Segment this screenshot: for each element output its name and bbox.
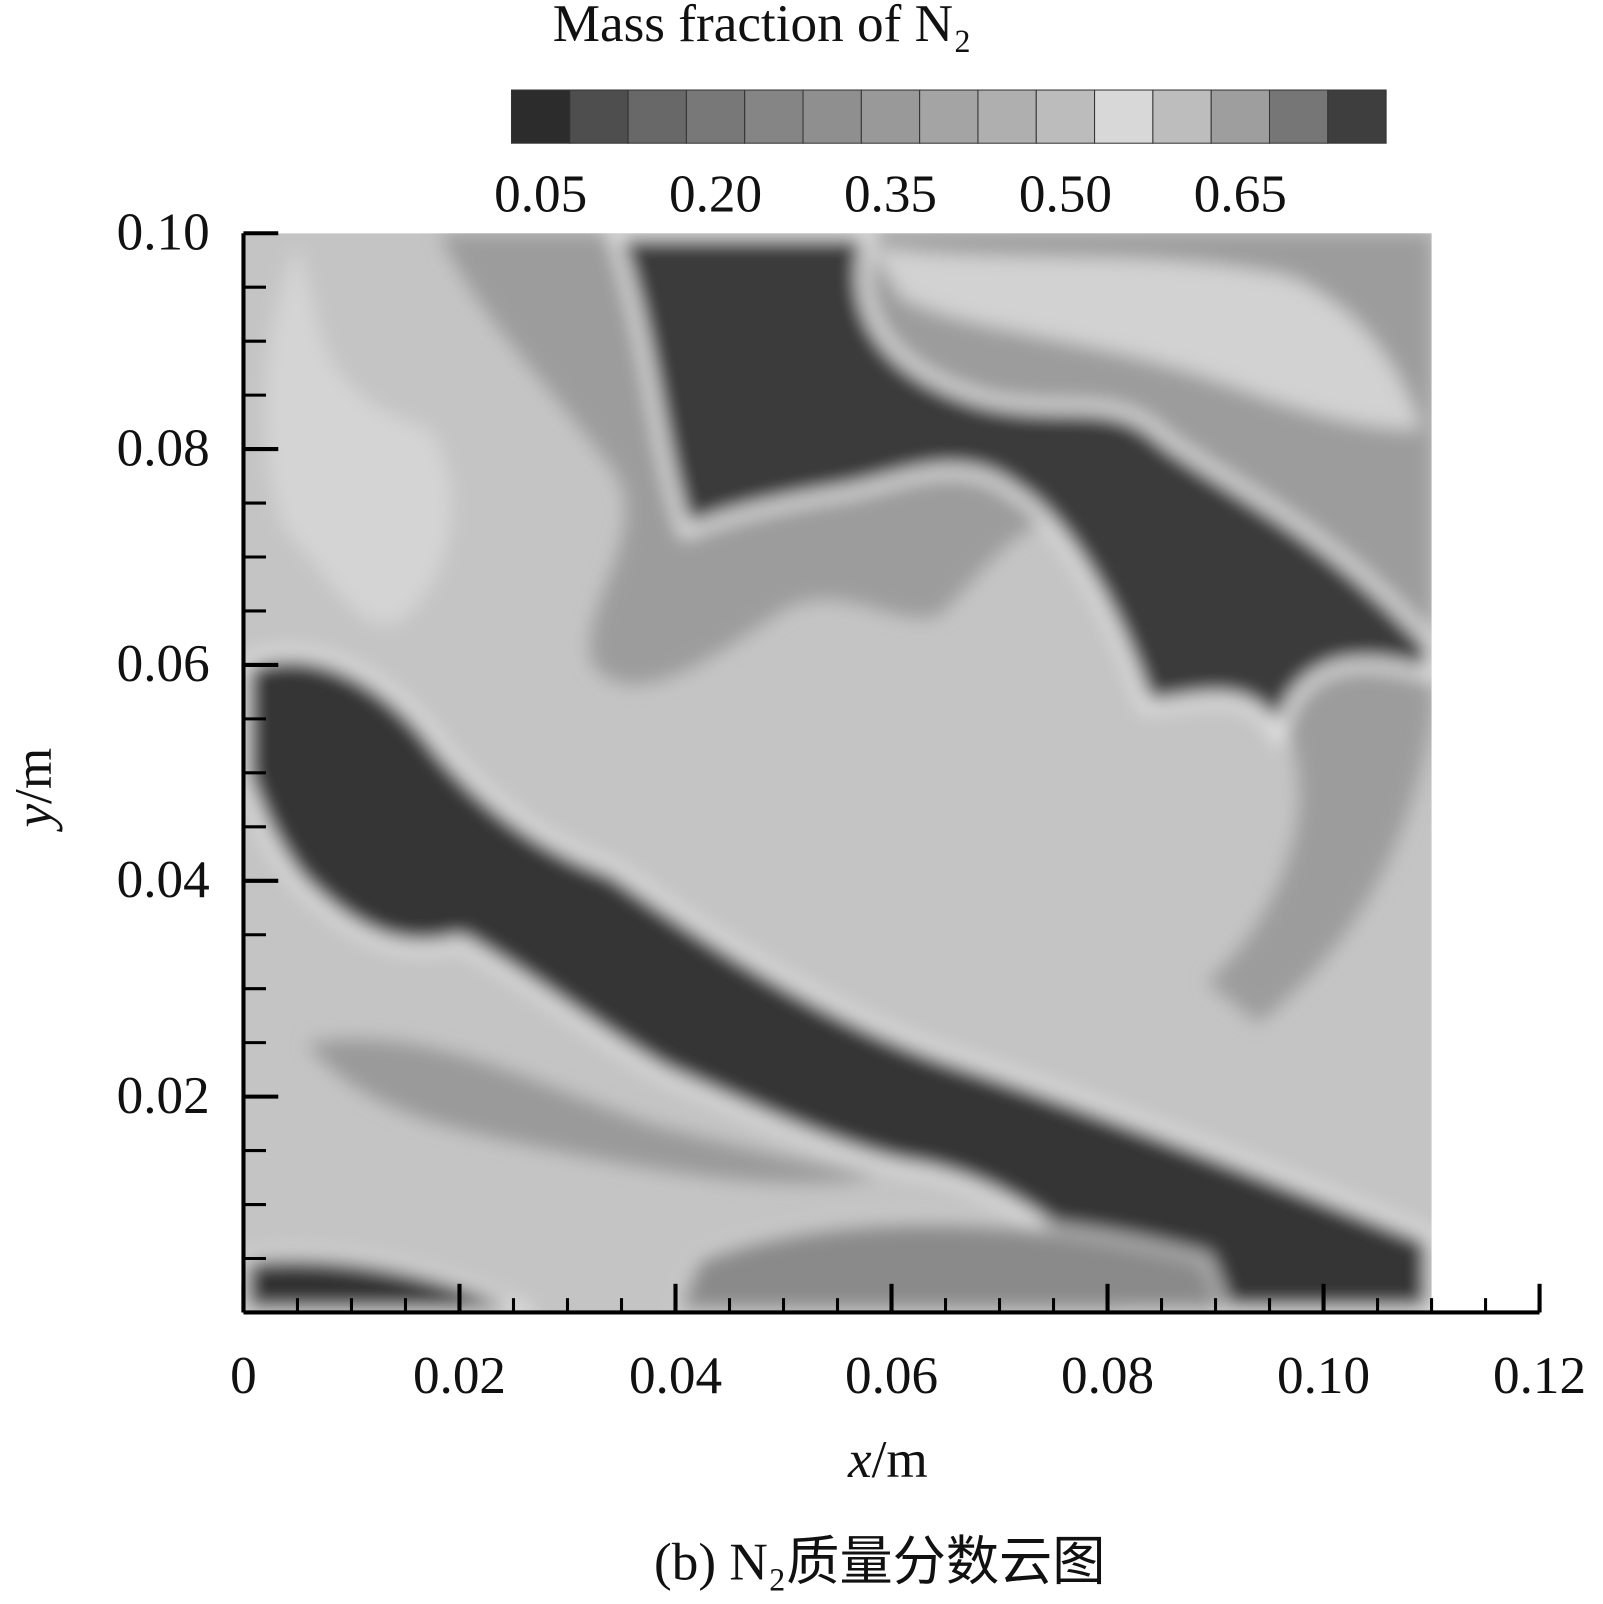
colorbar-band xyxy=(977,89,1037,144)
colorbar-band xyxy=(744,89,804,144)
x-tick-label: 0.10 xyxy=(1277,1346,1370,1405)
x-tick-label: 0.12 xyxy=(1493,1346,1586,1405)
colorbar-band xyxy=(1035,89,1096,144)
light-region xyxy=(869,245,1422,430)
y-axis-label: y/m xyxy=(4,748,63,833)
x-tick-label: 0 xyxy=(230,1346,257,1405)
dark-region xyxy=(608,233,1432,752)
mid-region xyxy=(671,1216,1231,1313)
colorbar-band xyxy=(1094,89,1154,144)
contour-field xyxy=(243,233,1432,1313)
colorbar-tick-label: 0.20 xyxy=(669,165,762,224)
field-shapes xyxy=(243,233,1432,1313)
y-tick-label: 0.08 xyxy=(117,418,210,477)
colorbar-tick-label: 0.65 xyxy=(1194,165,1287,224)
colorbar-band xyxy=(510,89,571,144)
colorbar-tick-label: 0.35 xyxy=(844,165,937,224)
x-tick-label: 0.08 xyxy=(1061,1346,1154,1405)
x-tick-label: 0.02 xyxy=(413,1346,506,1405)
light-region xyxy=(264,245,452,625)
colorbar-band xyxy=(1152,89,1212,144)
colorbar-band xyxy=(1268,89,1329,144)
colorbar-band xyxy=(569,89,629,144)
mid-region xyxy=(306,1039,880,1184)
x-tick-label: 0.06 xyxy=(845,1346,938,1405)
colorbar-tick-label: 0.05 xyxy=(494,165,587,224)
y-tick-label: 0.02 xyxy=(117,1066,210,1125)
colorbar-band xyxy=(1210,89,1271,144)
colorbar-tick-label: 0.50 xyxy=(1019,165,1112,224)
colorbar-band xyxy=(860,89,921,144)
colorbar-band xyxy=(802,89,862,144)
x-axis-label: x/m xyxy=(847,1430,928,1489)
colorbar-band xyxy=(685,89,746,144)
y-tick-label: 0.04 xyxy=(117,850,210,909)
colorbar-band xyxy=(1327,89,1387,144)
y-tick-label: 0.06 xyxy=(117,634,210,693)
colorbar-title: Mass fraction of N₂ xyxy=(553,0,972,53)
colorbar-band xyxy=(627,89,687,144)
caption: (b) N₂质量分数云图 xyxy=(654,1532,1105,1591)
y-tick-label: 0.10 xyxy=(117,203,210,262)
colorbar-band xyxy=(919,89,979,144)
x-tick-label: 0.04 xyxy=(629,1346,722,1405)
